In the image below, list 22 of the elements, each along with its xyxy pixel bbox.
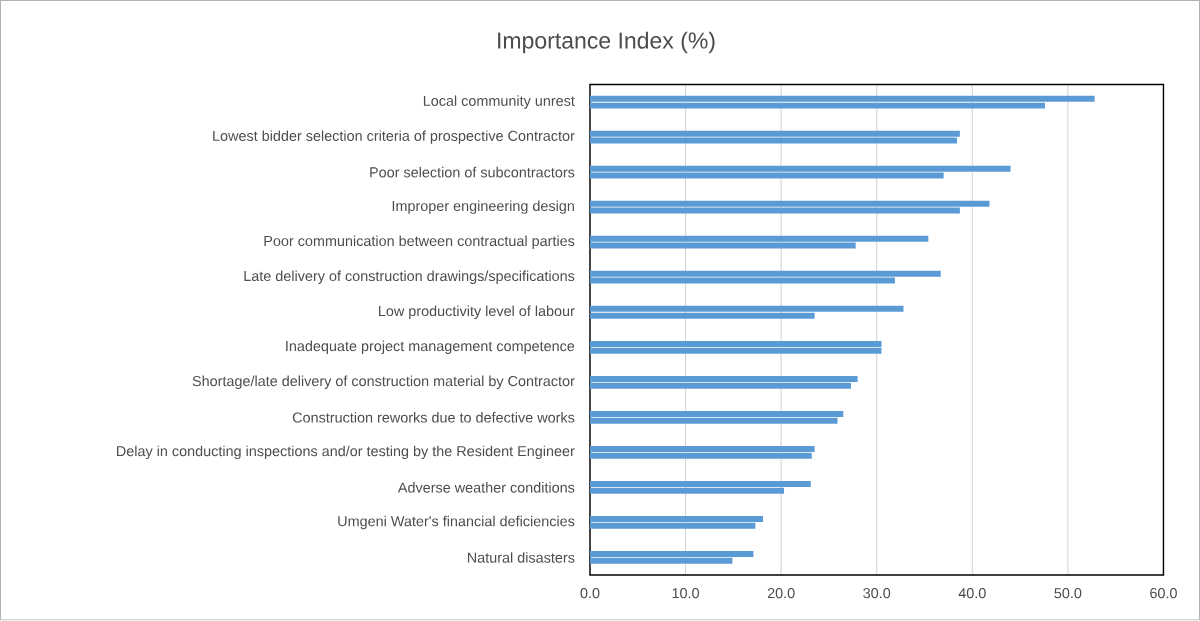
x-tick-label: 30.0 bbox=[863, 588, 891, 599]
x-tick-label: 60.0 bbox=[1150, 588, 1177, 599]
y-tick-label: Inadequate project management competence bbox=[286, 340, 575, 355]
y-tick-label: Improper engineering design bbox=[392, 200, 574, 215]
y-tick-label: Poor selection of subcontractors bbox=[370, 167, 575, 178]
y-tick-label: Late delivery of construction drawings/specifications bbox=[244, 270, 575, 285]
y-tick-label: Lowest bidder selection criteria of prospective Contractor bbox=[213, 130, 575, 145]
x-tick-label: 40.0 bbox=[958, 588, 986, 599]
y-tick-label: Umgeni Water's financial deficiencies bbox=[338, 515, 575, 530]
y-tick-label: Local community unrest bbox=[423, 95, 575, 110]
x-tick-label: 20.0 bbox=[767, 588, 795, 599]
y-tick-label: Adverse weather conditions bbox=[397, 482, 575, 493]
x-tick-label: 10.0 bbox=[672, 588, 700, 599]
y-tick-label: Poor communication between contractual parties bbox=[264, 235, 575, 250]
y-tick-label: Delay in conducting inspections and/or testing by the Resident Engineer bbox=[117, 445, 575, 460]
chart-title: Importance Index (%) bbox=[498, 32, 715, 54]
x-tick-label: 0.0 bbox=[580, 588, 600, 599]
y-tick-label: Construction reworks due to defective works bbox=[292, 412, 575, 423]
y-tick-label: Shortage/late delivery of construction material by Contractor bbox=[192, 375, 575, 390]
y-tick-label: Low productivity level of labour bbox=[379, 305, 575, 320]
x-tick-label: 50.0 bbox=[1054, 588, 1082, 599]
y-tick-label: Natural disasters bbox=[467, 552, 575, 563]
